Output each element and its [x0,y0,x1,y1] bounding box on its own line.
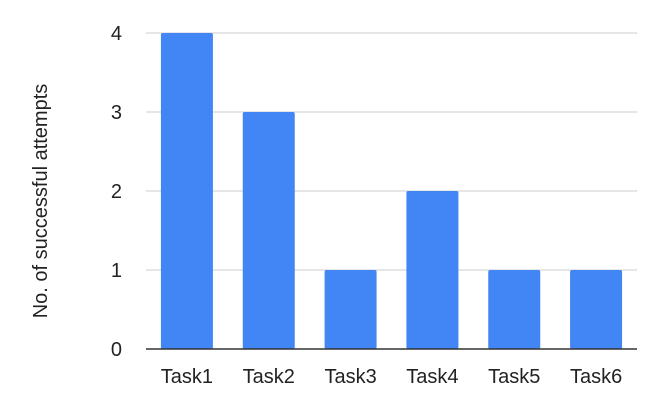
bar-task3 [324,270,377,349]
x-tick-label: Task4 [406,366,458,388]
y-tick-label: 0 [111,339,122,361]
y-tick-label: 3 [111,102,122,124]
x-tick-label: Task6 [570,366,622,388]
y-tick-label: 2 [111,181,122,203]
bar-task5 [488,270,541,349]
x-tick-label: Task5 [488,366,540,388]
y-tick-label: 4 [111,23,122,45]
bar-task1 [160,33,213,349]
x-tick-label: Task1 [161,366,213,388]
bar-task6 [570,270,623,349]
y-axis-title: No. of successful attempts [30,84,52,319]
y-tick-label: 1 [111,260,122,282]
y-tick-labels: 0 1 2 3 4 [111,23,122,361]
bar-task2 [242,112,295,349]
x-tick-label: Task3 [324,366,376,388]
x-tick-label: Task2 [243,366,295,388]
bar-task4 [406,191,459,349]
bars [160,33,623,349]
x-tick-labels: Task1 Task2 Task3 Task4 Task5 Task6 [161,366,622,388]
gridlines [146,32,637,271]
